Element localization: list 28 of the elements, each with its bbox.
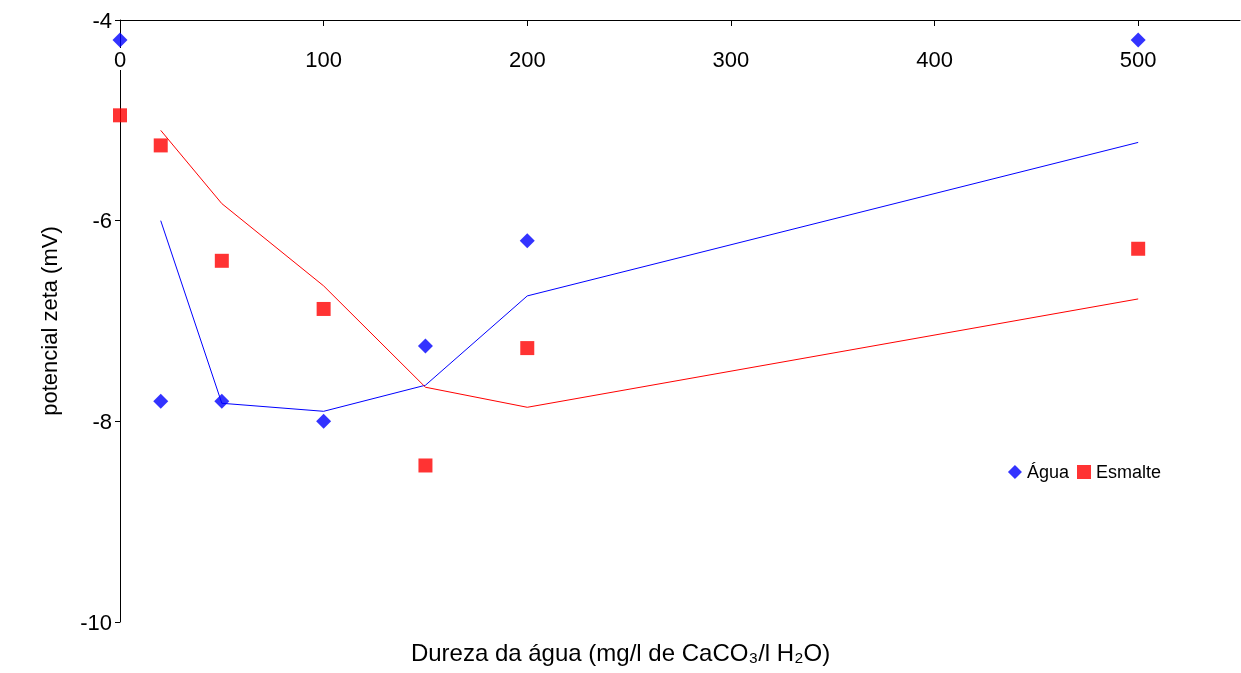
- y-tick-label: -4: [92, 7, 112, 33]
- point: [113, 108, 127, 123]
- point: [1130, 32, 1146, 48]
- x-tick-label: 100: [305, 46, 342, 72]
- x-tick-label: 0: [113, 46, 127, 72]
- x-tick-label: 300: [712, 46, 750, 72]
- point: [153, 138, 168, 153]
- x-tick-label: 500: [1119, 46, 1157, 72]
- point: [316, 301, 331, 316]
- legend-label: Esmalte: [1095, 462, 1162, 482]
- x-tick-label: 200: [508, 46, 546, 72]
- point: [417, 338, 433, 354]
- point: [316, 413, 332, 429]
- point: [418, 458, 433, 473]
- point: [214, 253, 229, 268]
- y-axis-title: potencial zeta (mV): [36, 226, 62, 416]
- point: [214, 393, 230, 409]
- y-tick-label: -6: [92, 208, 112, 234]
- x-tick-label: 400: [916, 46, 953, 72]
- point: [520, 341, 535, 356]
- legend-label: Água: [1026, 462, 1070, 482]
- y-tick-label: -8: [92, 408, 112, 434]
- point: [1131, 241, 1146, 256]
- point: [153, 393, 169, 409]
- point: [112, 32, 128, 48]
- point: [519, 233, 535, 249]
- y-tick-label: -10: [80, 609, 112, 635]
- x-axis-title: Dureza da água (mg/l de CaCO₃/l H₂O): [410, 638, 831, 666]
